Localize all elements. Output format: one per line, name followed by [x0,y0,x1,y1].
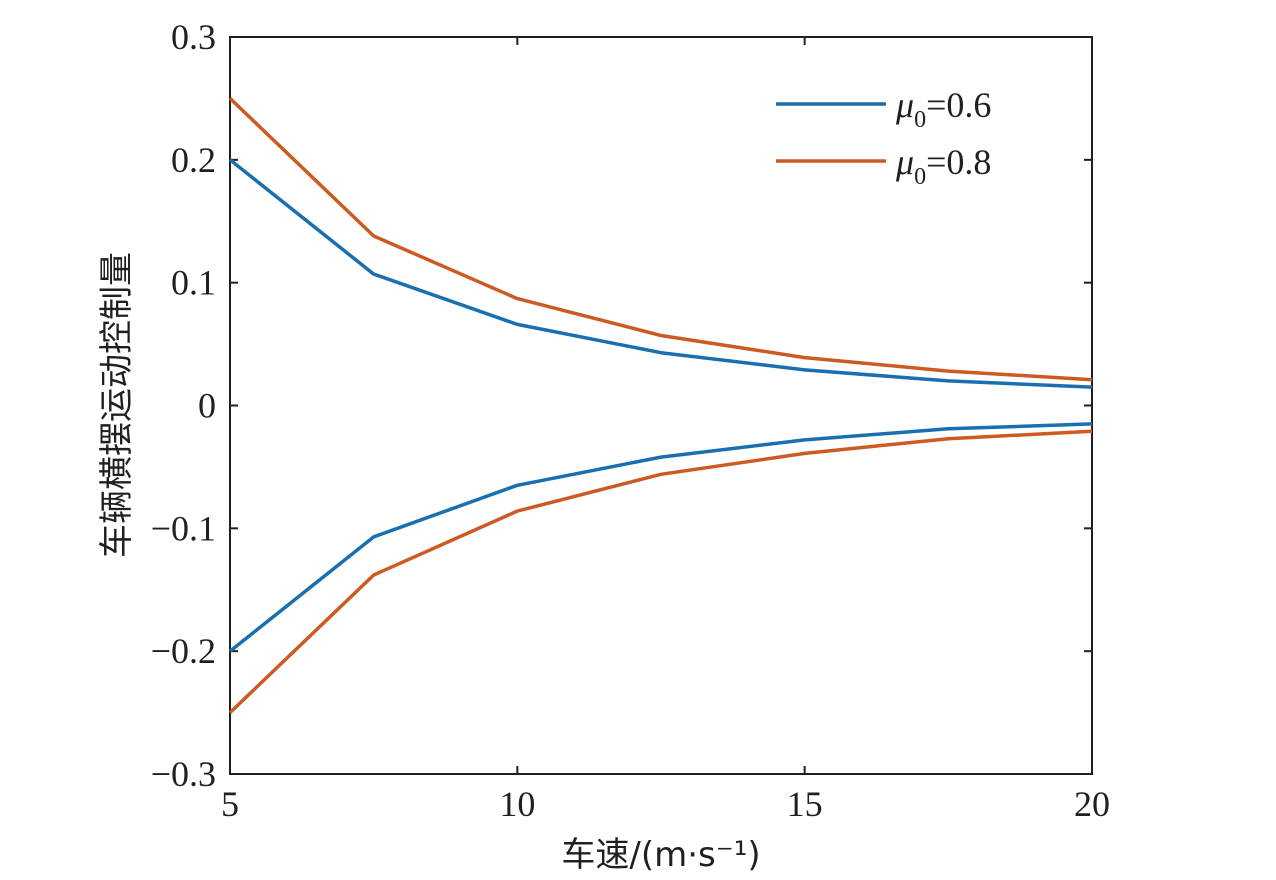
y-axis-ticks: −0.3 −0.2 −0.1 0 0.1 0.2 0.3 [151,17,1092,794]
x-tick-label: 10 [499,784,535,824]
y-tick-label: 0.3 [171,17,216,57]
y-tick-label: −0.3 [151,754,216,794]
x-axis-ticks: 5 10 15 20 [221,37,1110,824]
series-layer [228,97,1093,714]
series-line-1-upper [228,97,1093,382]
y-tick-label: 0 [198,386,216,426]
y-tick-label: 0.2 [171,140,216,180]
legend-label-1: μ0=0.8 [895,142,991,190]
legend-label-0: μ0=0.6 [895,85,991,133]
x-tick-label: 20 [1074,784,1110,824]
y-axis-title: 车辆横摆运动控制量 [97,252,137,558]
y-tick-label: −0.2 [151,631,216,671]
x-axis-title: 车速/(m·s⁻¹) [561,835,760,875]
series-line-0-upper [228,158,1093,389]
x-tick-label: 15 [787,784,823,824]
legend: μ0=0.6 μ0=0.8 [776,85,991,190]
y-tick-label: 0.1 [171,263,216,303]
series-line-0-lower [228,422,1093,653]
series-line-1-lower [228,429,1093,714]
x-tick-label: 5 [221,784,239,824]
y-tick-label: −0.1 [151,508,216,548]
